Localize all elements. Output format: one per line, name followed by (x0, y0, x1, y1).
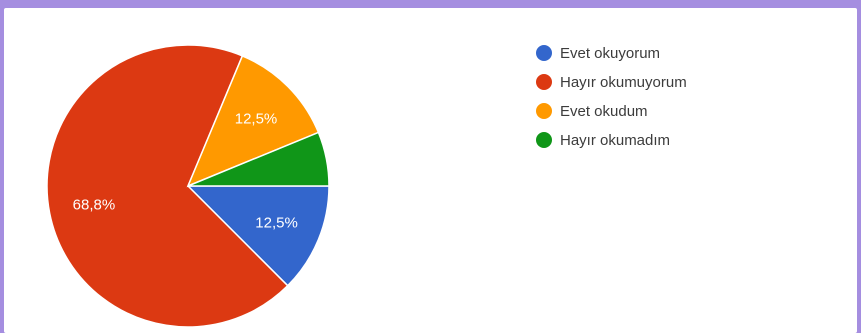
legend-label: Hayır okumuyorum (560, 73, 687, 91)
slice-label-3: 12,5% (235, 110, 278, 127)
pie-slice-1 (186, 185, 330, 287)
pie-slice-2 (46, 44, 289, 328)
legend-swatch (536, 132, 552, 148)
pie-chart: 12,5% 68,8% 12,5% (46, 44, 330, 328)
legend-item: Hayır okumuyorum (536, 73, 687, 91)
legend-swatch (536, 45, 552, 61)
legend-label: Evet okudum (560, 102, 648, 120)
legend-swatch (536, 74, 552, 90)
pie-slice-3 (186, 54, 320, 188)
legend-swatch (536, 103, 552, 119)
legend: Evet okuyorum Hayır okumuyorum Evet okudum… (536, 44, 687, 160)
legend-label: Hayır okumadım (560, 131, 671, 149)
pie-slice-4 (187, 131, 330, 187)
legend-item: Evet okuyorum (536, 44, 687, 62)
slice-label-2: 68,8% (73, 197, 116, 214)
legend-item: Hayır okumadım (536, 131, 687, 149)
slice-label-1: 12,5% (255, 215, 298, 232)
legend-label: Evet okuyorum (560, 44, 661, 62)
chart-card: 12,5% 68,8% 12,5% Evet okuyorum Hayır okumu… (4, 8, 857, 333)
legend-item: Evet okudum (536, 102, 687, 120)
